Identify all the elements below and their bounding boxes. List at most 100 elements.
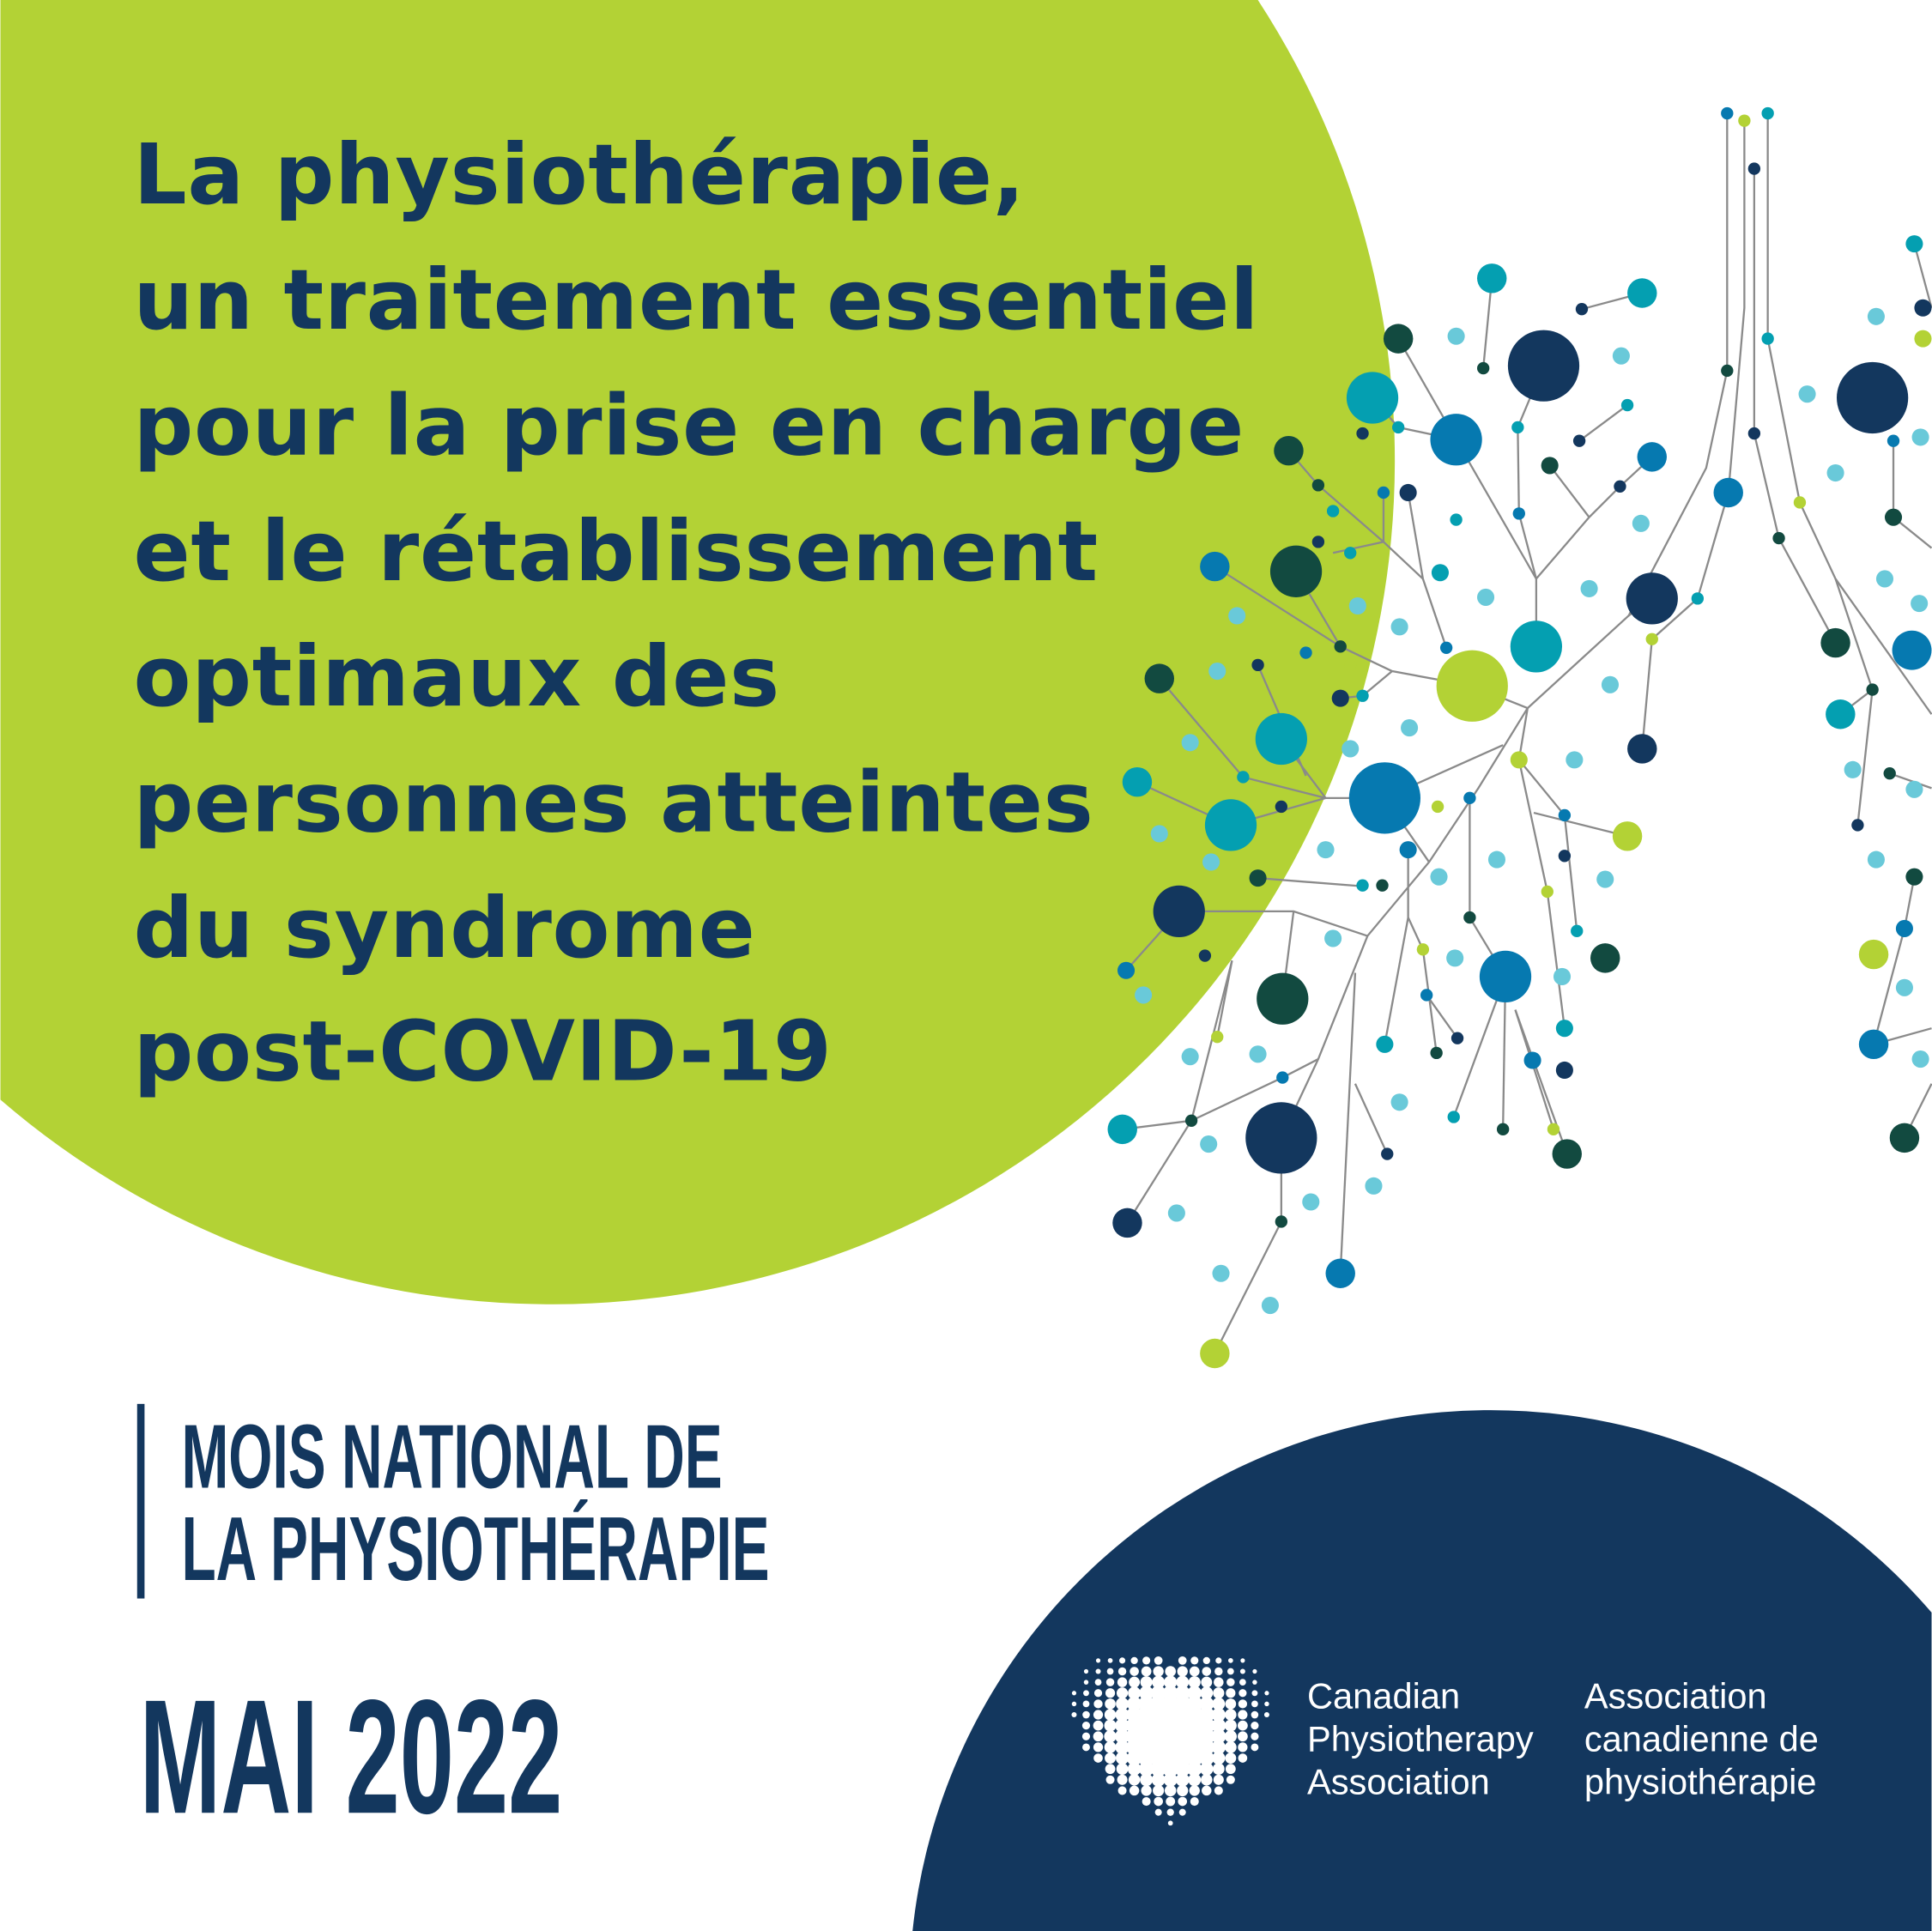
logo-dot	[1104, 1719, 1117, 1732]
network-node	[1866, 683, 1879, 696]
logo-dot	[1213, 1687, 1225, 1699]
network-node	[1558, 850, 1572, 863]
network-branch	[1889, 772, 1932, 790]
logo-dot	[1117, 1667, 1127, 1676]
network-node	[1826, 699, 1856, 729]
network-node	[1627, 734, 1657, 764]
logo-dot	[1173, 1749, 1192, 1767]
campaign-line1: MOIS NATIONAL DE	[181, 1405, 722, 1507]
logo-dot	[1115, 1740, 1130, 1755]
network-branch	[1354, 1083, 1389, 1155]
logo-dot	[1163, 1772, 1178, 1787]
logo-dot	[1105, 1764, 1116, 1775]
network-node	[1390, 1093, 1408, 1111]
network-node	[1883, 766, 1896, 780]
logo-dot	[1225, 1752, 1237, 1764]
logo-dot	[1107, 1658, 1113, 1663]
logo-dot	[1115, 1707, 1130, 1722]
logo-dot	[1115, 1728, 1130, 1744]
logo-dot	[1093, 1689, 1103, 1698]
logo-dot	[1095, 1658, 1101, 1663]
network-node	[1772, 531, 1785, 545]
network-node	[1107, 1114, 1137, 1145]
logo-dot	[1141, 1785, 1152, 1796]
logo-dot	[1093, 1753, 1103, 1763]
logo-dot	[1224, 1719, 1237, 1732]
logo-dot	[1082, 1743, 1090, 1752]
logo-en-line: Canadian	[1307, 1675, 1460, 1716]
network-branch	[1548, 464, 1590, 518]
logo-en-line: Association	[1307, 1762, 1490, 1802]
headline-line: du syndrome	[133, 880, 755, 978]
logo-dot	[1071, 1712, 1077, 1718]
logo-dot	[1150, 1761, 1166, 1777]
logo-dot	[1093, 1731, 1104, 1742]
network-node	[1249, 869, 1267, 887]
network-node	[1558, 808, 1572, 822]
logo-dot	[1175, 1772, 1190, 1787]
logo-dot	[1226, 1688, 1236, 1698]
logo-dot	[1238, 1742, 1248, 1752]
logo-dot	[1106, 1668, 1114, 1675]
logo-dot	[1115, 1718, 1130, 1733]
network-node	[1747, 427, 1761, 440]
logo-dot	[1187, 1686, 1202, 1701]
network-branch	[1753, 168, 1837, 644]
network-node	[1632, 514, 1650, 532]
logo-dot	[1214, 1786, 1223, 1795]
network-node	[1376, 1035, 1394, 1053]
logo-dot	[1081, 1722, 1091, 1730]
logo-dot	[1225, 1698, 1237, 1710]
network-node	[1851, 819, 1864, 832]
network-node	[1463, 791, 1476, 805]
logo-dot	[1105, 1678, 1115, 1686]
network-node	[1430, 1046, 1443, 1060]
green-blob	[0, 0, 1396, 1304]
headline-line: La physiothérapie,	[133, 126, 1025, 224]
network-node	[1245, 1102, 1317, 1174]
logo-dot	[1081, 1732, 1091, 1740]
network-node	[1167, 1204, 1185, 1222]
logo-dot	[1117, 1786, 1127, 1795]
network-node	[1614, 480, 1626, 493]
network-node	[1381, 1147, 1394, 1160]
network-node	[1200, 551, 1230, 582]
network-node	[1541, 457, 1559, 475]
network-node	[1344, 547, 1357, 560]
network-node	[1447, 1111, 1460, 1123]
logo-dot	[1130, 1656, 1138, 1665]
network-node	[1144, 663, 1175, 693]
logo-dot	[1211, 1740, 1226, 1755]
network-node	[1761, 106, 1774, 120]
network-node	[1645, 633, 1658, 645]
logo-dot	[1202, 1667, 1212, 1676]
network-node	[1867, 307, 1885, 325]
network-node	[1601, 675, 1620, 693]
campaign-line2: LA PHYSIOTHÉRAPIE	[181, 1498, 769, 1600]
network-node	[1446, 949, 1464, 967]
network-node	[1793, 496, 1807, 509]
network-node	[1344, 658, 1357, 672]
headline-line: post-COVID-19	[133, 1002, 832, 1100]
logo-dot	[1200, 1686, 1214, 1700]
logo-en-line: Physiotherapy	[1307, 1718, 1534, 1758]
campaign-date: MAI 2022	[140, 1667, 563, 1848]
logo-dot	[1264, 1701, 1269, 1707]
network-branch	[1126, 1120, 1193, 1224]
network-node	[1620, 398, 1634, 412]
logo-dot	[1224, 1741, 1237, 1753]
logo-dot	[1116, 1697, 1130, 1710]
network-node	[1553, 967, 1572, 985]
logo-dot	[1200, 1762, 1214, 1776]
network-node	[1211, 1031, 1224, 1044]
logo-fr-line: physiothérapie	[1584, 1762, 1817, 1802]
logo-dot	[1104, 1741, 1117, 1753]
logo-dot	[1178, 1796, 1188, 1807]
logo-dot	[1199, 1696, 1214, 1711]
network-node	[1477, 263, 1507, 294]
headline: La physiothérapie, un traitement essenti…	[133, 126, 1258, 1101]
network-node	[1905, 235, 1923, 253]
logo-dot	[1213, 1774, 1224, 1785]
logo-dot	[1128, 1686, 1142, 1700]
network-node	[1117, 961, 1136, 979]
